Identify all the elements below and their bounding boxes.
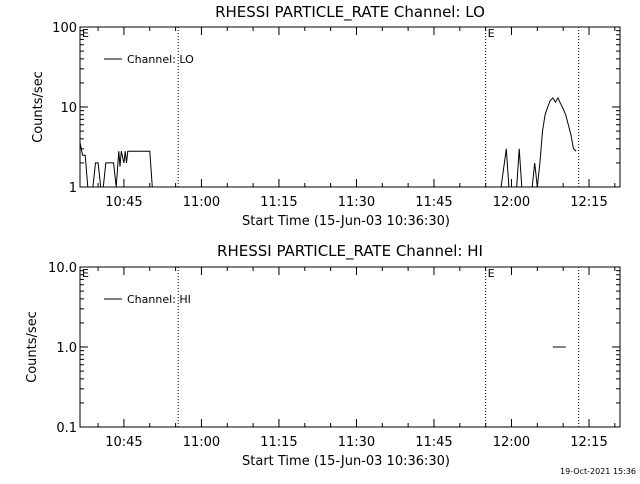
lo-x-tick-label: 10:45 bbox=[105, 195, 142, 210]
lo-y-tick-label: 10 bbox=[60, 101, 77, 116]
lo-x-tick-label: 11:15 bbox=[260, 195, 297, 210]
hi-y-axis-label: Counts/sec bbox=[25, 311, 40, 383]
lo-x-tick-label: 11:00 bbox=[183, 195, 220, 210]
hi-legend: Channel: HI bbox=[104, 293, 191, 306]
lo-channel-panel: RHESSI PARTICLE_RATE Channel: LO Counts/… bbox=[31, 3, 621, 229]
lo-legend-label: Channel: LO bbox=[127, 53, 194, 66]
hi-y-tick-label: 0.1 bbox=[56, 421, 77, 436]
hi-x-tick-label: 11:45 bbox=[415, 435, 452, 450]
hi-x-tick-label: 11:15 bbox=[260, 435, 297, 450]
hi-x-tick-label: 10:45 bbox=[105, 435, 142, 450]
hi-plot-frame bbox=[79, 266, 621, 428]
hi-legend-label: Channel: HI bbox=[127, 293, 191, 306]
lo-x-axis-label: Start Time (15-Jun-03 10:36:30) bbox=[242, 214, 450, 229]
lo-y-axis-label: Counts/sec bbox=[31, 71, 46, 143]
lo-plot-frame bbox=[79, 26, 621, 188]
lo-event-label: E bbox=[82, 27, 89, 40]
lo-panel-title: RHESSI PARTICLE_RATE Channel: LO bbox=[215, 3, 485, 22]
lo-legend: Channel: LO bbox=[104, 53, 194, 66]
lo-x-tick-label: 12:00 bbox=[493, 195, 530, 210]
hi-event-label: E bbox=[82, 267, 89, 280]
lo-event-label: E bbox=[488, 27, 495, 40]
timestamp-label: 19-Oct-2021 15:36 bbox=[560, 467, 636, 476]
hi-event-label: E bbox=[488, 267, 495, 280]
hi-x-tick-label: 11:30 bbox=[338, 435, 375, 450]
hi-x-tick-label: 12:00 bbox=[493, 435, 530, 450]
lo-series-line bbox=[79, 96, 577, 188]
lo-y-tick-label: 1 bbox=[69, 181, 77, 196]
lo-y-tick-label: 100 bbox=[52, 21, 77, 36]
hi-x-tick-label: 11:00 bbox=[183, 435, 220, 450]
lo-x-tick-label: 11:30 bbox=[338, 195, 375, 210]
lo-x-tick-label: 11:45 bbox=[415, 195, 452, 210]
hi-y-tick-label: 1.0 bbox=[56, 341, 77, 356]
hi-x-tick-label: 12:15 bbox=[570, 435, 607, 450]
hi-x-axis-label: Start Time (15-Jun-03 10:36:30) bbox=[242, 454, 450, 469]
hi-channel-panel: RHESSI PARTICLE_RATE Channel: HI Counts/… bbox=[25, 242, 621, 469]
hi-y-tick-label: 10.0 bbox=[48, 261, 77, 276]
hi-panel-title: RHESSI PARTICLE_RATE Channel: HI bbox=[217, 242, 483, 261]
lo-x-tick-label: 12:15 bbox=[570, 195, 607, 210]
